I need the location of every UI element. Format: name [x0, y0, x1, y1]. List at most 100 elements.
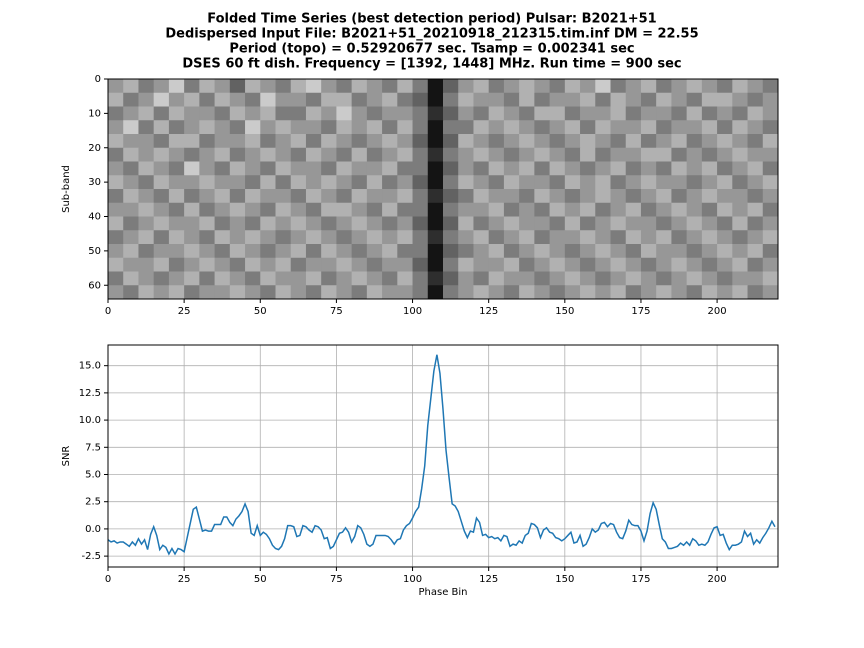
heatmap-cell [656, 120, 672, 135]
heatmap-cell [747, 202, 764, 217]
heatmap-cell [153, 175, 170, 190]
heatmap-cell [260, 271, 276, 286]
heatmap-cell [245, 106, 261, 121]
heatmap-cell [382, 244, 398, 259]
x-tick-label: 200 [708, 574, 727, 585]
heatmap-cell [458, 106, 474, 121]
heatmap-cell [290, 79, 307, 94]
heatmap-cell [108, 216, 124, 231]
heatmap-cell [595, 244, 611, 259]
heatmap-cell [427, 244, 444, 259]
heatmap-cell [701, 216, 718, 231]
heatmap-cell [488, 161, 505, 176]
heatmap-cell [443, 175, 459, 190]
heatmap-cell [747, 147, 764, 162]
heatmap-cell [473, 79, 490, 94]
heatmap-cell [564, 120, 581, 135]
heatmap-cell [108, 161, 124, 176]
heatmap-cell [138, 120, 155, 135]
heatmap-cell [245, 161, 261, 176]
heatmap-cell [443, 134, 459, 149]
heatmap-cell [168, 257, 185, 272]
heatmap-cell [656, 257, 672, 272]
heatmap-cell [701, 92, 718, 107]
heatmap-cell [199, 175, 216, 190]
heatmap-cell [671, 202, 688, 217]
heatmap-cell [290, 175, 307, 190]
heatmap-cell [595, 147, 611, 162]
x-tick-label: 175 [631, 306, 650, 317]
heatmap-cell [427, 216, 444, 231]
heatmap-cell [260, 230, 276, 245]
y-tick-label: 10.0 [79, 415, 101, 426]
heatmap-cell [717, 257, 733, 272]
heatmap-cell [168, 189, 185, 204]
heatmap-cell [168, 106, 185, 121]
heatmap-cell [580, 175, 596, 190]
x-axis-label: Phase Bin [418, 587, 467, 598]
heatmap-cell [686, 120, 703, 135]
x-tick-label: 175 [631, 574, 650, 585]
heatmap-cell [701, 106, 718, 121]
heatmap-cell [701, 147, 718, 162]
heatmap-cell [580, 147, 596, 162]
heatmap-cell [245, 271, 261, 286]
heatmap-cell [153, 257, 170, 272]
heatmap-cell [625, 257, 642, 272]
heatmap-cell [321, 175, 337, 190]
heatmap-cell [458, 271, 474, 286]
heatmap-cell [656, 230, 672, 245]
heatmap-cell [214, 161, 231, 176]
heatmap-cell [397, 92, 414, 107]
heatmap-cell [473, 134, 490, 149]
heatmap-cell [519, 244, 535, 259]
heatmap-cell [260, 244, 276, 259]
heatmap-cell [184, 244, 200, 259]
heatmap-cell [443, 202, 459, 217]
heatmap-cell [686, 244, 703, 259]
heatmap-cell [366, 147, 383, 162]
heatmap-cell [717, 285, 733, 300]
heatmap-cell [640, 92, 657, 107]
heatmap-cell [610, 79, 627, 94]
heatmap-cell [351, 230, 368, 245]
heatmap-cell [549, 257, 566, 272]
heatmap-cell [321, 147, 337, 162]
heatmap-cell [686, 134, 703, 149]
heatmap-cell [321, 161, 337, 176]
heatmap-cell [275, 92, 292, 107]
heatmap-cell [427, 189, 444, 204]
heatmap-cell [153, 271, 170, 286]
x-tick-label: 125 [479, 574, 498, 585]
heatmap-cell [168, 161, 185, 176]
heatmap-cell [260, 175, 276, 190]
heatmap-cell [321, 216, 337, 231]
heatmap-cell [229, 271, 246, 286]
heatmap-cell [351, 120, 368, 135]
heatmap-cell [640, 189, 657, 204]
heatmap-cell [138, 271, 155, 286]
heatmap-cell [458, 161, 474, 176]
heatmap-cell [656, 285, 672, 300]
heatmap-cell [260, 134, 276, 149]
heatmap-cell [275, 161, 292, 176]
heatmap-cell [580, 257, 596, 272]
heatmap-cell [321, 244, 337, 259]
heatmap-cell [732, 202, 749, 217]
heatmap-cell [336, 79, 353, 94]
heatmap-cell [290, 230, 307, 245]
heatmap-cell [199, 106, 216, 121]
heatmap-cell [305, 106, 322, 121]
heatmap-cell [123, 230, 139, 245]
heatmap-cell [488, 244, 505, 259]
heatmap-cell [184, 271, 200, 286]
heatmap-cell [595, 285, 611, 300]
heatmap-cell [717, 134, 733, 149]
heatmap-cell [366, 285, 383, 300]
heatmap-cell [153, 106, 170, 121]
heatmap-cell [260, 285, 276, 300]
heatmap-cell [701, 134, 718, 149]
heatmap-cell [290, 216, 307, 231]
heatmap-cell [382, 230, 398, 245]
